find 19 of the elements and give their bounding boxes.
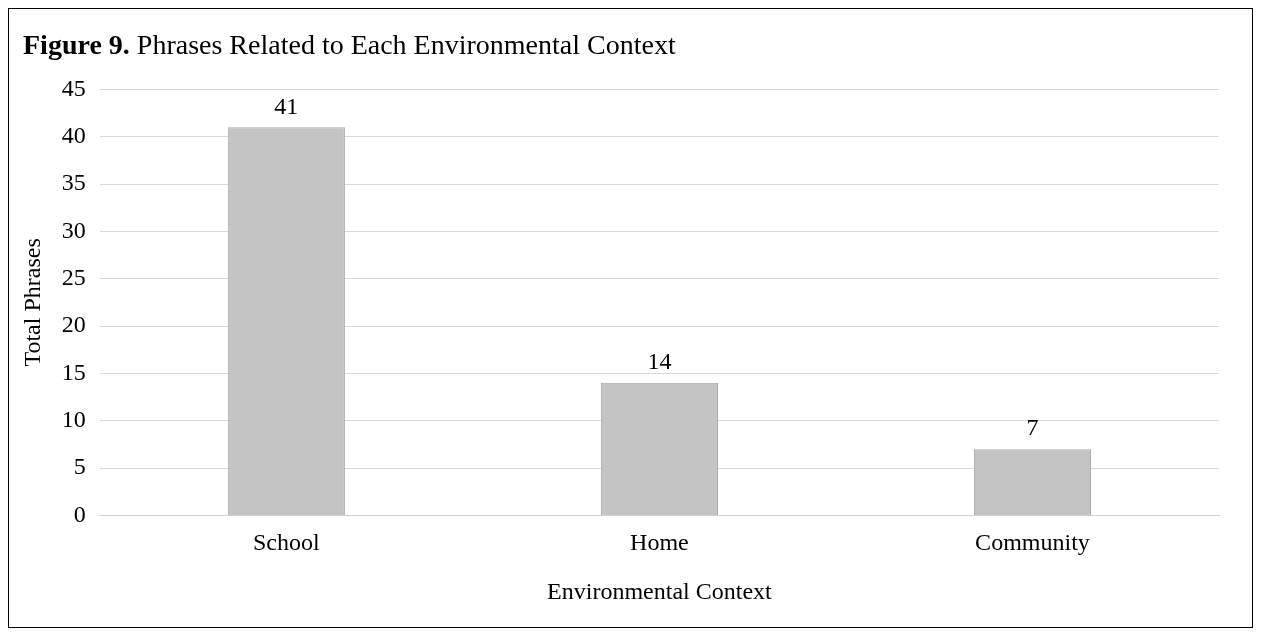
data-label: 41	[274, 92, 299, 119]
y-tick-label: 0	[73, 500, 86, 527]
x-tick-label: School	[253, 529, 320, 556]
y-tick-label: 5	[73, 453, 86, 480]
data-label: 7	[1026, 414, 1039, 441]
data-label: 14	[647, 348, 672, 375]
chart-title: Figure 9. Phrases Related to Each Environmental Context	[23, 29, 676, 60]
y-tick-label: 35	[61, 169, 86, 196]
y-tick-label: 10	[61, 406, 86, 433]
x-tick-label: Community	[975, 529, 1090, 556]
y-tick-label: 15	[61, 358, 86, 385]
x-axis-title: Environmental Context	[547, 577, 773, 604]
x-tick-label: Home	[630, 529, 689, 556]
y-tick-label: 40	[61, 122, 86, 149]
y-tick-label: 45	[61, 74, 86, 101]
y-tick-label: 20	[61, 311, 86, 338]
y-tick-label: 25	[61, 264, 86, 291]
y-tick-label: 30	[61, 216, 86, 243]
y-axis-title: Total Phrases	[18, 238, 45, 367]
